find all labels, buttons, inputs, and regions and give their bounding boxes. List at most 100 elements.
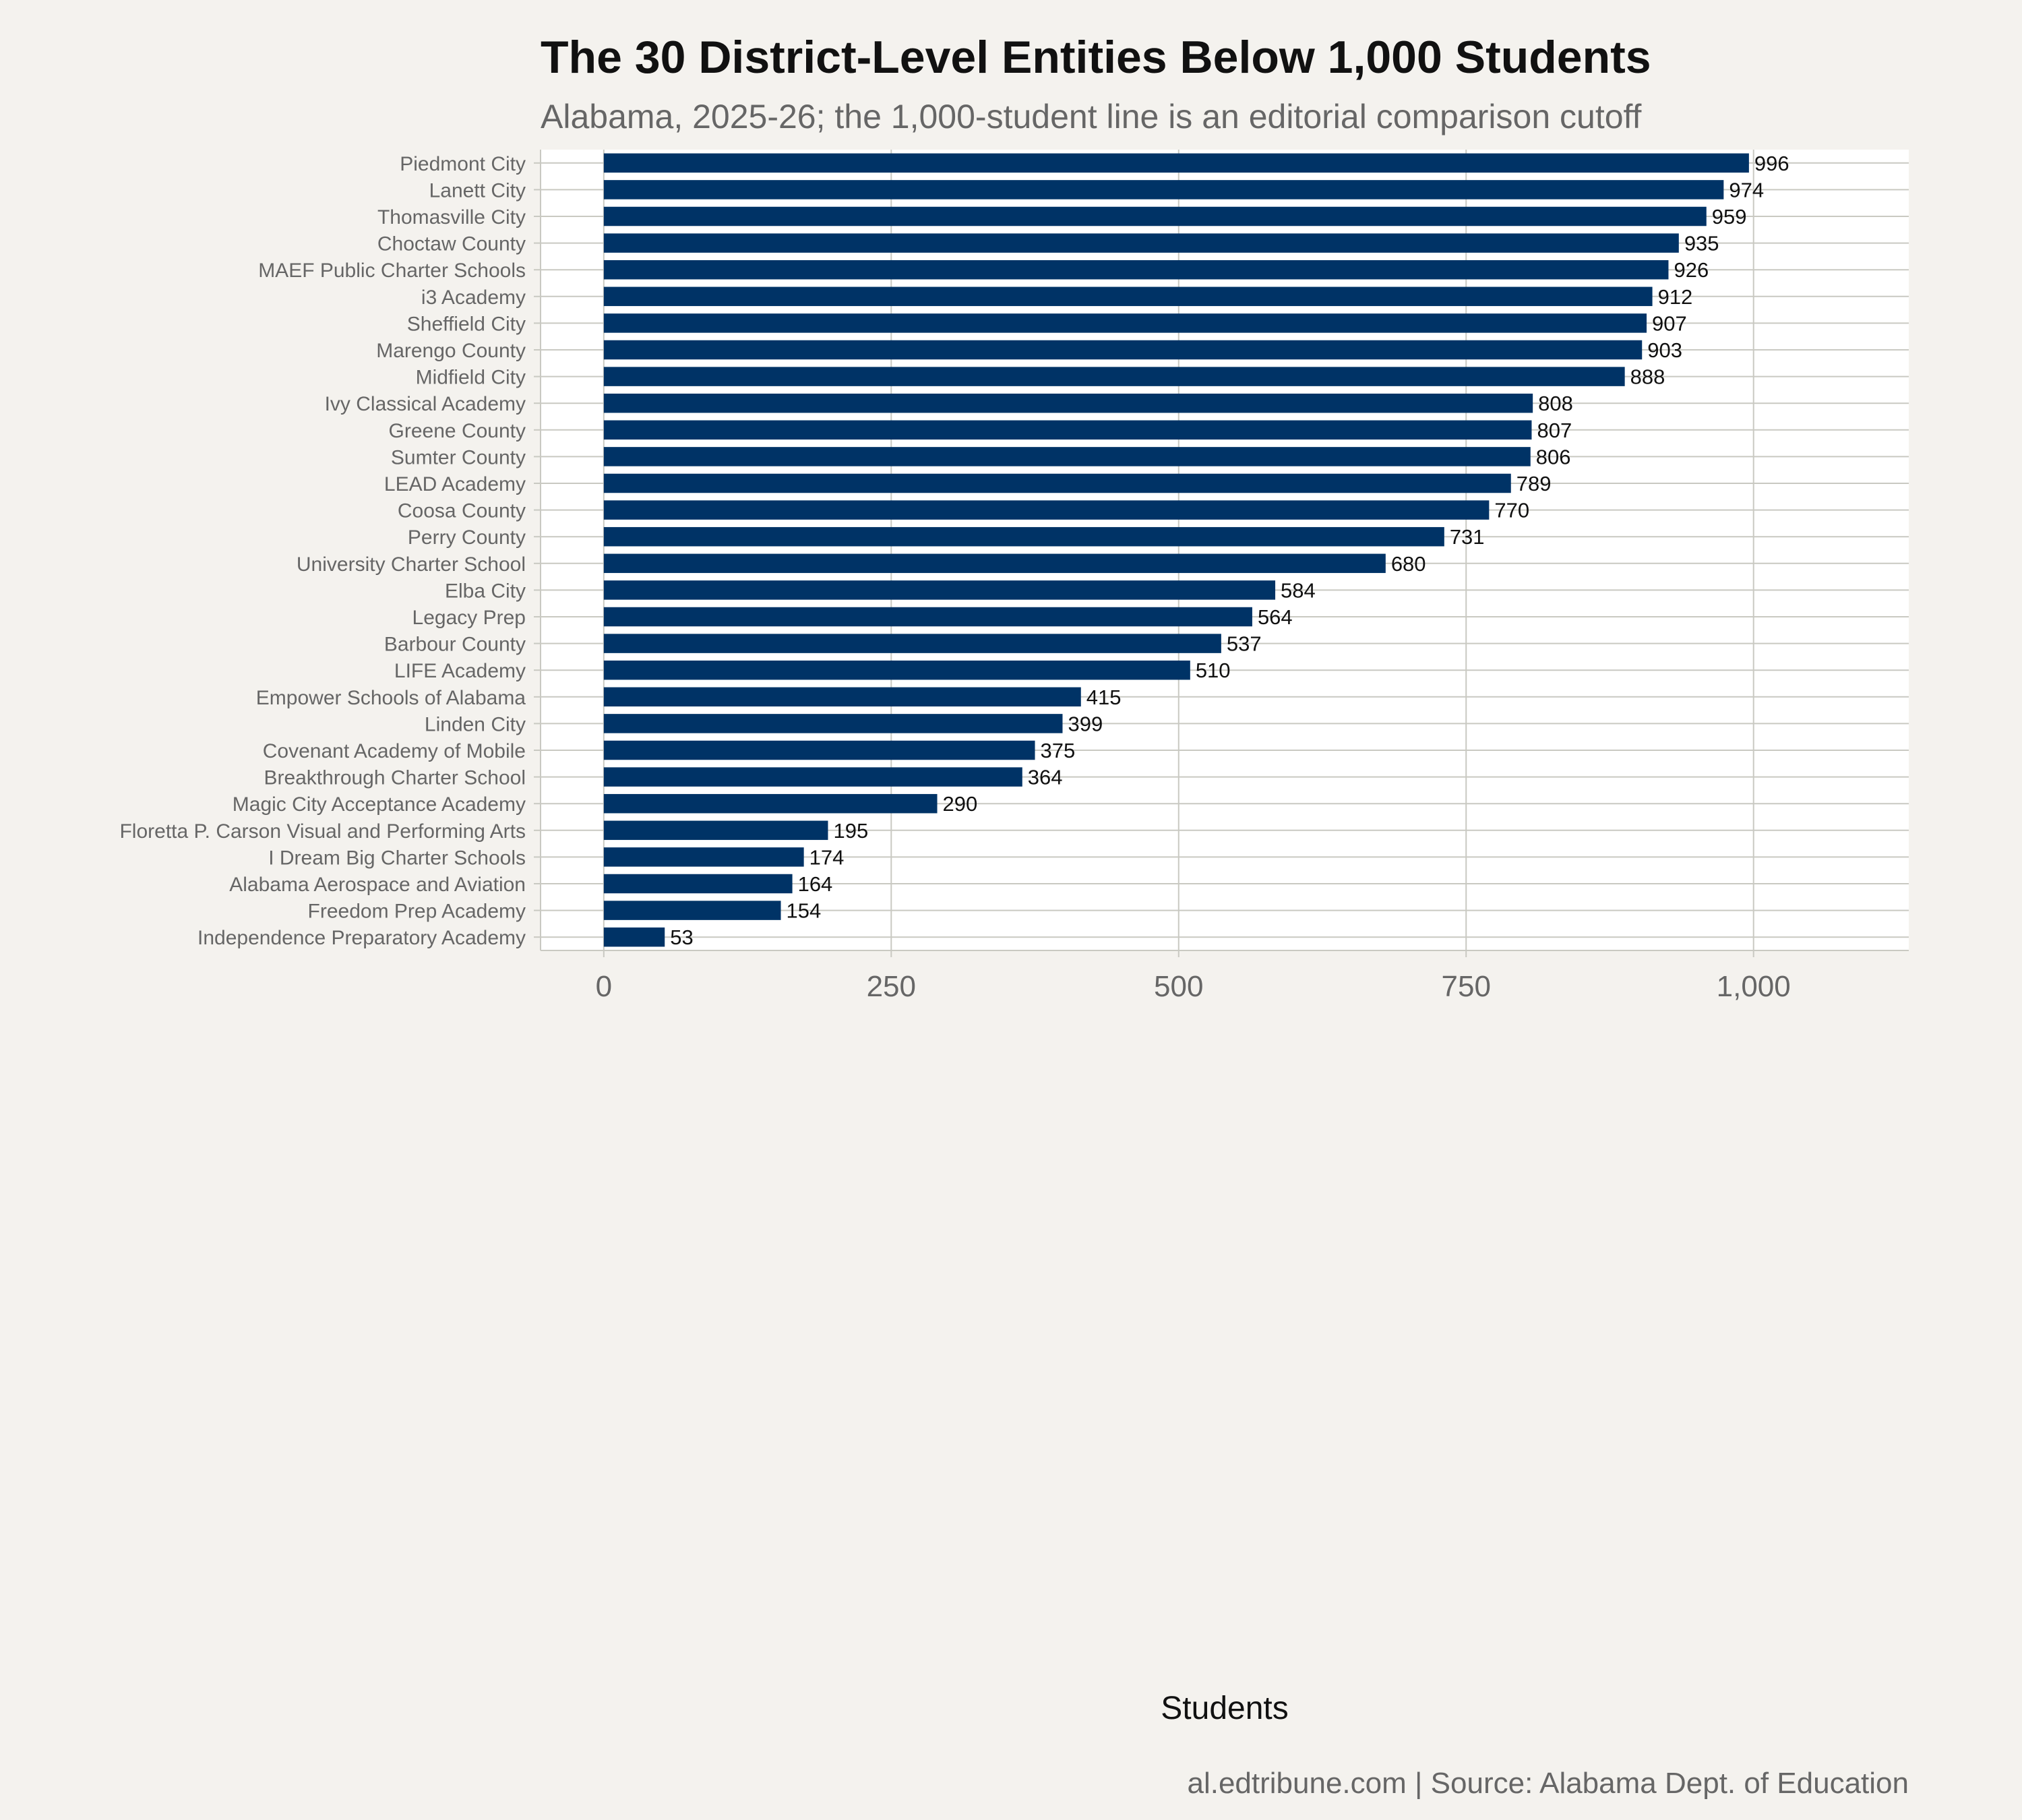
bar: [603, 447, 1531, 466]
bar-value-label: 174: [809, 845, 845, 869]
bar-value-label: 375: [1041, 739, 1076, 762]
bar-value-label: 731: [1450, 525, 1485, 549]
category-label: Sumter County: [391, 446, 526, 468]
bar-value-label: 996: [1754, 152, 1789, 175]
bar-value-label: 959: [1712, 205, 1747, 229]
chart-subtitle: Alabama, 2025-26; the 1,000-student line…: [541, 98, 1642, 135]
category-label: Greene County: [389, 420, 526, 442]
bar-value-label: 195: [833, 819, 868, 843]
chart-title: The 30 District-Level Entities Below 1,0…: [541, 32, 1651, 83]
category-label: Breakthrough Charter School: [264, 767, 526, 789]
x-tick-label: 500: [1154, 970, 1203, 1003]
bar: [603, 420, 1532, 440]
bar-value-label: 903: [1647, 338, 1682, 362]
category-label: Covenant Academy of Mobile: [263, 740, 526, 762]
x-axis: 0 250 500 750 1,000: [541, 950, 1909, 1003]
bar: [603, 607, 1252, 627]
y-axis: Piedmont City Lanett City Thomasville City…: [119, 150, 541, 950]
bar-value-label: 926: [1674, 258, 1709, 282]
bar: [603, 473, 1511, 493]
bar: [603, 393, 1533, 413]
category-label: Midfield City: [416, 367, 526, 389]
category-label: Coosa County: [398, 500, 526, 522]
category-label: Ivy Classical Academy: [325, 393, 526, 415]
category-label: LEAD Academy: [384, 473, 526, 495]
bar: [603, 820, 828, 841]
bar: [603, 153, 1749, 173]
x-tick-label: 250: [867, 970, 916, 1003]
category-label: Marengo County: [376, 340, 526, 362]
category-label: Thomasville City: [377, 206, 526, 229]
x-tick-label: 0: [596, 970, 612, 1003]
bar-value-label: 912: [1658, 285, 1693, 309]
category-label: Elba City: [445, 580, 526, 602]
bar-value-label: 935: [1684, 232, 1719, 255]
category-label: Empower Schools of Alabama: [256, 687, 526, 709]
chart-caption: al.edtribune.com | Source: Alabama Dept.…: [1187, 1767, 1909, 1800]
bar: [603, 580, 1276, 600]
bar: [603, 286, 1653, 307]
bar: [603, 260, 1669, 280]
bar-value-label: 808: [1538, 392, 1573, 415]
bar: [603, 847, 804, 867]
bar-value-label: 584: [1281, 578, 1316, 602]
bar-value-label: 537: [1227, 632, 1262, 656]
category-label: Sheffield City: [407, 313, 526, 335]
category-label: Freedom Prep Academy: [308, 901, 526, 923]
bar: [603, 874, 793, 894]
bar: [603, 793, 938, 814]
x-tick-label: 1,000: [1717, 970, 1791, 1003]
bar-value-label: 770: [1494, 499, 1529, 522]
bar-value-label: 364: [1028, 766, 1063, 789]
category-label: LIFE Academy: [394, 660, 526, 682]
category-label: Alabama Aerospace and Aviation: [229, 874, 526, 896]
category-label: i3 Academy: [421, 286, 526, 309]
bar-value-label: 806: [1536, 445, 1571, 468]
vertical-gridlines: [603, 150, 1754, 950]
category-label: Floretta P. Carson Visual and Performing…: [119, 820, 526, 843]
x-axis-title: Students: [1161, 1691, 1288, 1726]
category-label: Perry County: [408, 526, 526, 549]
plot-panel: [541, 150, 1909, 950]
bar-value-label: 680: [1391, 552, 1426, 576]
category-label: Legacy Prep: [412, 607, 526, 629]
bar-value-label: 510: [1196, 659, 1231, 682]
category-label: Lanett City: [429, 179, 526, 202]
bar: [603, 927, 665, 947]
category-label: I Dream Big Charter Schools: [268, 847, 526, 869]
bar: [603, 553, 1386, 574]
bar: [603, 767, 1022, 787]
bar: [603, 740, 1035, 760]
bar: [603, 687, 1081, 707]
category-label: Piedmont City: [400, 153, 526, 175]
bar-value-label: 415: [1086, 686, 1122, 709]
bar-value-label: 907: [1652, 311, 1687, 335]
bar: [603, 634, 1221, 653]
bar-value-label: 974: [1729, 178, 1764, 202]
category-label: Barbour County: [384, 634, 526, 656]
bar: [603, 313, 1647, 333]
category-label: MAEF Public Charter Schools: [258, 260, 526, 282]
bars: [603, 153, 1749, 947]
category-label: University Charter School: [297, 553, 526, 576]
bar-value-label: 154: [787, 899, 822, 923]
category-label: Magic City Acceptance Academy: [233, 793, 526, 816]
bar-value-label: 789: [1516, 472, 1552, 495]
x-tick-label: 750: [1442, 970, 1491, 1003]
category-label: Choctaw County: [377, 233, 526, 255]
bar: [603, 714, 1063, 733]
bar-value-label: 164: [798, 872, 833, 896]
bar-value-label: 290: [943, 792, 978, 816]
bar-value-label: 888: [1630, 365, 1665, 389]
bar: [603, 526, 1444, 547]
bar: [603, 500, 1490, 520]
bar-value-label: 564: [1258, 605, 1293, 629]
bar: [603, 340, 1643, 360]
bar-value-label: 807: [1537, 419, 1572, 442]
bar: [603, 180, 1724, 200]
bar: [603, 206, 1707, 226]
category-label: Linden City: [425, 713, 526, 735]
